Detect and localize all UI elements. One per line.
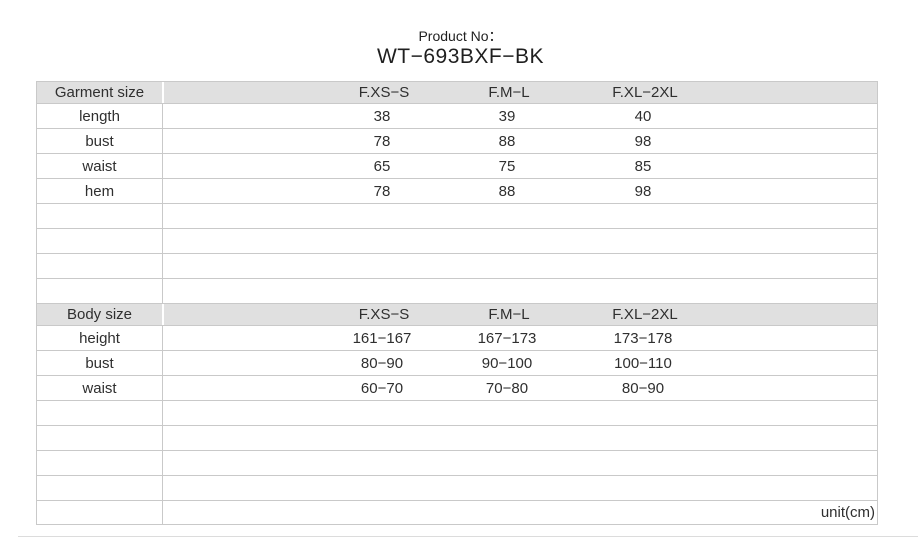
cell-value: 39 bbox=[498, 107, 516, 125]
empty-label-cell bbox=[37, 426, 163, 450]
empty-label-cell bbox=[37, 279, 163, 303]
cell-value: 161−167 bbox=[352, 329, 412, 347]
empty-label-cell bbox=[37, 254, 163, 278]
row-label: hem bbox=[37, 179, 163, 203]
column-header-xl-2xl: F.XL−2XL bbox=[612, 84, 678, 101]
column-header-m-l: F.M−L bbox=[488, 84, 530, 101]
product-no-label: Product No： bbox=[418, 28, 503, 44]
empty-label-cell bbox=[37, 451, 163, 475]
empty-data-cell bbox=[163, 279, 877, 303]
empty-data-cell bbox=[163, 401, 877, 425]
empty-data-cell bbox=[163, 254, 877, 278]
table-row-hem: hem 78 88 98 bbox=[37, 179, 877, 204]
empty-label-cell bbox=[37, 204, 163, 228]
row-values: 78 88 98 bbox=[163, 129, 877, 153]
empty-row bbox=[37, 476, 877, 501]
row-values: 80−90 90−100 100−110 bbox=[163, 351, 877, 375]
table-row-waist: waist 65 75 85 bbox=[37, 154, 877, 179]
cell-value: 65 bbox=[373, 157, 391, 175]
cell-value: 75 bbox=[498, 157, 516, 175]
row-values: 38 39 40 bbox=[163, 104, 877, 128]
cell-value: 70−80 bbox=[485, 379, 529, 397]
empty-label-cell bbox=[37, 229, 163, 253]
table-row-length: length 38 39 40 bbox=[37, 104, 877, 129]
empty-label-cell bbox=[37, 401, 163, 425]
table-row-height: height 161−167 167−173 173−178 bbox=[37, 326, 877, 351]
empty-row bbox=[37, 401, 877, 426]
body-column-headers: F.XS−S F.M−L F.XL−2XL bbox=[164, 304, 877, 325]
empty-label-cell bbox=[37, 476, 163, 500]
product-no-value: WT−693BXF−BK bbox=[376, 45, 545, 68]
title-block: Product No： WT−693BXF−BK bbox=[0, 27, 921, 68]
cell-value: 80−90 bbox=[621, 379, 665, 397]
cell-value: 98 bbox=[634, 182, 652, 200]
empty-data-cell bbox=[163, 229, 877, 253]
cell-value: 100−110 bbox=[614, 354, 672, 372]
cell-value: 88 bbox=[498, 182, 516, 200]
cell-value: 60−70 bbox=[360, 379, 404, 397]
row-values: 161−167 167−173 173−178 bbox=[163, 326, 877, 350]
column-header-m-l: F.M−L bbox=[488, 306, 530, 323]
empty-row bbox=[37, 229, 877, 254]
row-label: height bbox=[37, 326, 163, 350]
row-values: 60−70 70−80 80−90 bbox=[163, 376, 877, 400]
cell-value: 78 bbox=[373, 132, 391, 150]
table-row-bust: bust 78 88 98 bbox=[37, 129, 877, 154]
cell-value: 85 bbox=[634, 157, 652, 175]
unit-label: unit(cm) bbox=[820, 504, 875, 521]
unit-row: unit(cm) bbox=[37, 501, 877, 524]
cell-value: 98 bbox=[634, 132, 652, 150]
empty-data-cell bbox=[163, 204, 877, 228]
row-label: length bbox=[37, 104, 163, 128]
cell-value: 173−178 bbox=[613, 329, 673, 347]
cell-value: 78 bbox=[373, 182, 391, 200]
row-label: waist bbox=[37, 376, 163, 400]
garment-size-header-row: Garment size F.XS−S F.M−L F.XL−2XL bbox=[37, 82, 877, 104]
cell-value: 40 bbox=[634, 107, 652, 125]
garment-size-section-title: Garment size bbox=[37, 82, 164, 103]
empty-row bbox=[37, 279, 877, 304]
row-values: 78 88 98 bbox=[163, 179, 877, 203]
empty-row bbox=[37, 451, 877, 476]
row-label: bust bbox=[37, 351, 163, 375]
cell-value: 80−90 bbox=[360, 354, 404, 372]
empty-data-cell bbox=[163, 426, 877, 450]
table-row-waist-body: waist 60−70 70−80 80−90 bbox=[37, 376, 877, 401]
row-label: bust bbox=[37, 129, 163, 153]
garment-column-headers: F.XS−S F.M−L F.XL−2XL bbox=[164, 82, 877, 103]
cell-value: 90−100 bbox=[481, 354, 533, 372]
size-chart-table: Garment size F.XS−S F.M−L F.XL−2XL lengt… bbox=[36, 81, 878, 525]
cell-value: 38 bbox=[373, 107, 391, 125]
table-row-bust-body: bust 80−90 90−100 100−110 bbox=[37, 351, 877, 376]
body-size-header-row: Body size F.XS−S F.M−L F.XL−2XL bbox=[37, 304, 877, 326]
empty-row bbox=[37, 426, 877, 451]
row-label: waist bbox=[37, 154, 163, 178]
body-size-section-title: Body size bbox=[37, 304, 164, 325]
column-header-xs-s: F.XS−S bbox=[358, 306, 410, 323]
row-values: 65 75 85 bbox=[163, 154, 877, 178]
empty-data-cell bbox=[163, 451, 877, 475]
cell-value: 88 bbox=[498, 132, 516, 150]
empty-row bbox=[37, 204, 877, 229]
column-header-xl-2xl: F.XL−2XL bbox=[612, 306, 678, 323]
empty-row bbox=[37, 254, 877, 279]
bottom-divider-line bbox=[18, 536, 918, 537]
column-header-xs-s: F.XS−S bbox=[358, 84, 410, 101]
empty-label-cell bbox=[37, 501, 163, 524]
cell-value: 167−173 bbox=[477, 329, 537, 347]
empty-data-cell bbox=[163, 476, 877, 500]
